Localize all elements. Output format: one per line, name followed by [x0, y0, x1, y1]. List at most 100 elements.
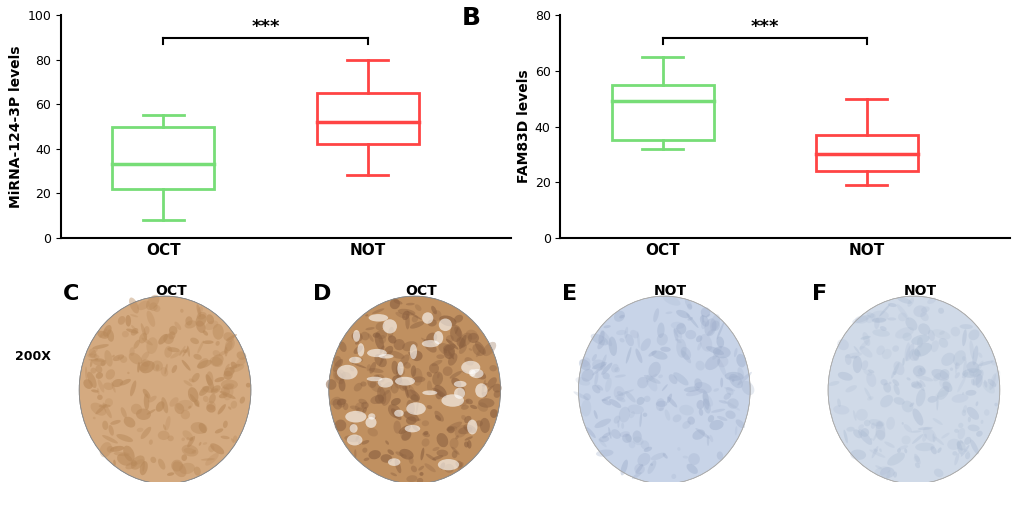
Ellipse shape [895, 327, 913, 338]
Ellipse shape [395, 364, 400, 378]
Ellipse shape [366, 364, 371, 371]
Ellipse shape [440, 462, 444, 469]
Ellipse shape [120, 356, 127, 363]
Y-axis label: FAM83D levels: FAM83D levels [516, 70, 530, 183]
Ellipse shape [107, 446, 114, 453]
Ellipse shape [845, 385, 856, 392]
Ellipse shape [90, 359, 93, 367]
Ellipse shape [432, 372, 442, 386]
Ellipse shape [932, 373, 941, 381]
Ellipse shape [610, 364, 618, 373]
Ellipse shape [979, 420, 982, 424]
Ellipse shape [225, 364, 229, 370]
Ellipse shape [367, 377, 382, 381]
Ellipse shape [226, 334, 236, 341]
Ellipse shape [381, 390, 391, 406]
Ellipse shape [977, 360, 993, 366]
Ellipse shape [936, 386, 949, 400]
Ellipse shape [398, 449, 414, 460]
Ellipse shape [395, 451, 404, 456]
Ellipse shape [431, 306, 436, 314]
Ellipse shape [930, 369, 949, 381]
Ellipse shape [735, 419, 744, 428]
Ellipse shape [634, 464, 644, 474]
Ellipse shape [373, 375, 379, 380]
Ellipse shape [122, 331, 128, 337]
Bar [112, 127, 214, 189]
Ellipse shape [697, 342, 701, 351]
Ellipse shape [332, 370, 343, 384]
Ellipse shape [685, 299, 692, 309]
Ellipse shape [450, 447, 460, 455]
Ellipse shape [461, 405, 469, 410]
Ellipse shape [97, 331, 109, 339]
Ellipse shape [938, 378, 950, 389]
Ellipse shape [395, 312, 405, 318]
Ellipse shape [407, 389, 420, 401]
Ellipse shape [977, 352, 981, 358]
Ellipse shape [360, 332, 369, 341]
Ellipse shape [640, 440, 649, 449]
Ellipse shape [378, 354, 393, 358]
Ellipse shape [705, 314, 709, 318]
Ellipse shape [852, 315, 870, 323]
Ellipse shape [875, 346, 883, 355]
Ellipse shape [112, 355, 115, 357]
Ellipse shape [214, 377, 224, 382]
Ellipse shape [639, 412, 641, 427]
Ellipse shape [472, 344, 484, 356]
Ellipse shape [902, 358, 904, 365]
Ellipse shape [614, 375, 626, 378]
Ellipse shape [930, 341, 937, 352]
Ellipse shape [185, 316, 193, 326]
Ellipse shape [197, 341, 204, 353]
Ellipse shape [453, 327, 462, 337]
Ellipse shape [970, 379, 974, 385]
Ellipse shape [843, 430, 847, 443]
Ellipse shape [603, 325, 610, 328]
Ellipse shape [184, 320, 197, 328]
Ellipse shape [476, 370, 483, 377]
Ellipse shape [102, 435, 118, 443]
Ellipse shape [186, 346, 190, 357]
Ellipse shape [367, 349, 386, 357]
Ellipse shape [147, 310, 155, 327]
Ellipse shape [168, 331, 175, 340]
Ellipse shape [176, 400, 193, 411]
Ellipse shape [640, 338, 650, 351]
Ellipse shape [398, 425, 411, 434]
Ellipse shape [453, 381, 466, 387]
Ellipse shape [372, 332, 380, 338]
Ellipse shape [478, 398, 494, 408]
Ellipse shape [393, 339, 405, 350]
Ellipse shape [415, 304, 421, 311]
Ellipse shape [485, 385, 493, 393]
Ellipse shape [228, 407, 231, 410]
Ellipse shape [393, 410, 404, 417]
Ellipse shape [336, 398, 345, 408]
Ellipse shape [137, 428, 144, 432]
Ellipse shape [962, 360, 966, 376]
Ellipse shape [156, 401, 164, 412]
Ellipse shape [481, 392, 486, 398]
Ellipse shape [965, 361, 978, 373]
Ellipse shape [983, 380, 986, 388]
Ellipse shape [434, 389, 440, 400]
Ellipse shape [407, 311, 421, 320]
Ellipse shape [198, 358, 208, 369]
Ellipse shape [600, 330, 611, 346]
Ellipse shape [616, 397, 625, 402]
Ellipse shape [619, 407, 630, 422]
Ellipse shape [969, 439, 978, 454]
Ellipse shape [427, 319, 436, 326]
Ellipse shape [902, 332, 911, 341]
Ellipse shape [172, 461, 186, 477]
Ellipse shape [454, 461, 463, 467]
Ellipse shape [686, 313, 698, 328]
Ellipse shape [393, 420, 400, 434]
Ellipse shape [141, 359, 151, 367]
Ellipse shape [875, 421, 884, 441]
Ellipse shape [852, 430, 861, 438]
Ellipse shape [113, 451, 129, 456]
Ellipse shape [863, 387, 870, 400]
